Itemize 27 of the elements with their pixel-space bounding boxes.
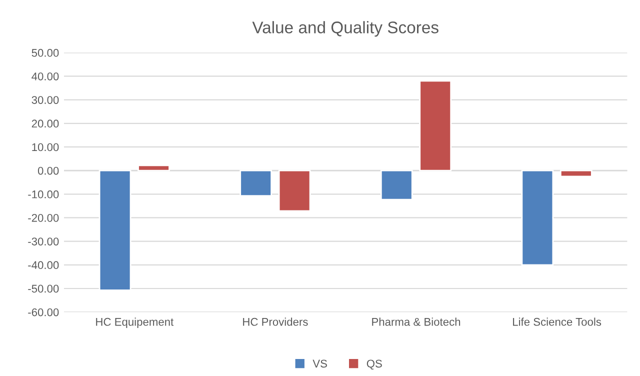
chart-title: Value and Quality Scores xyxy=(252,21,438,37)
bar xyxy=(138,164,170,172)
y-tick-label: 40.00 xyxy=(32,72,59,80)
bar xyxy=(98,170,132,291)
x-tick-label: HC Providers xyxy=(243,318,308,326)
legend-label: VS xyxy=(312,360,327,368)
bar xyxy=(521,170,554,266)
bar xyxy=(419,80,452,172)
y-tick-label: -40.00 xyxy=(28,261,59,270)
y-tick-label: -10.00 xyxy=(28,190,59,198)
bar xyxy=(560,170,592,178)
y-tick-label: -60.00 xyxy=(28,308,59,316)
y-tick-label: -50.00 xyxy=(28,284,59,293)
bar xyxy=(380,170,413,200)
y-tick-label: -30.00 xyxy=(28,238,59,246)
x-tick-label: Pharma & Biotech xyxy=(372,318,460,326)
y-tick-label: 20.00 xyxy=(32,120,59,128)
bar xyxy=(278,170,311,212)
y-tick-label: 50.00 xyxy=(32,48,59,57)
legend-label: QS xyxy=(366,360,382,370)
y-tick-label: 30.00 xyxy=(32,96,59,104)
y-tick-label: 0.00 xyxy=(38,166,59,175)
bar xyxy=(240,170,272,196)
x-tick-label: HC Equipement xyxy=(96,318,174,328)
y-tick-label: 10.00 xyxy=(32,143,59,152)
x-tick-label: Life Science Tools xyxy=(513,318,602,326)
y-tick-label: -20.00 xyxy=(28,214,59,222)
